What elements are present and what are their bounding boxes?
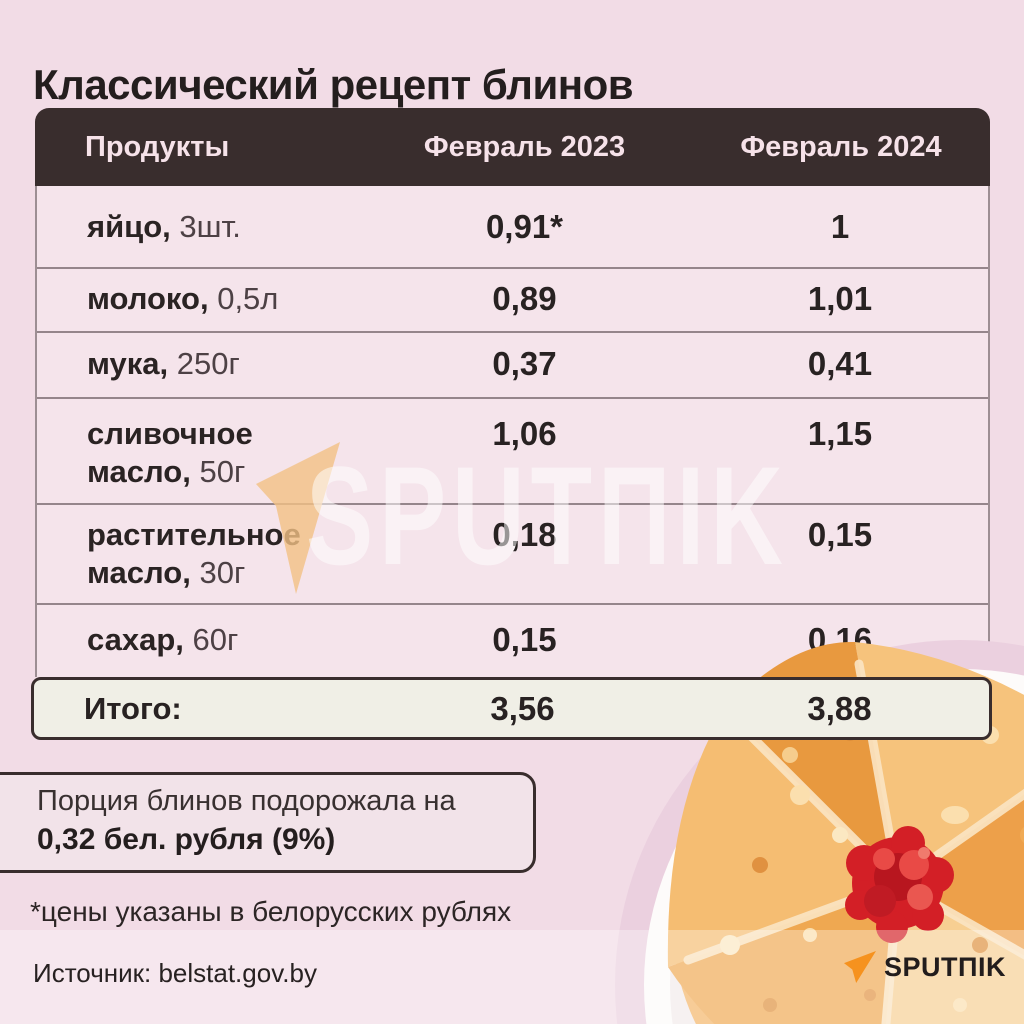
table-row-butter: сливочное масло, 50г 1,06 1,15 — [37, 397, 988, 503]
total-feb-2023: 3,56 — [490, 689, 555, 727]
price-feb-2023: 0,15 — [492, 621, 557, 658]
price-feb-2023: 0,18 — [492, 516, 557, 553]
product-name: яйцо, — [87, 209, 171, 244]
source-caption: Источник: belstat.gov.by — [33, 958, 317, 988]
product-qty: 250г — [176, 346, 240, 381]
sputnik-logo: SPUTΠIK — [843, 951, 1006, 983]
price-feb-2024: 0,41 — [807, 345, 873, 382]
table-row-vegetable-oil: растительное масло, 30г 0,18 0,15 — [37, 503, 988, 603]
total-label: Итого: — [84, 690, 182, 726]
note-line-1: Порция блинов подорожала на — [37, 785, 456, 817]
prices-footnote: *цены указаны в белорусских рублях — [30, 896, 512, 927]
product-qty: 3шт. — [179, 209, 241, 244]
table-row-egg: яйцо, 3шт. 0,91* 1 — [37, 186, 988, 267]
price-feb-2023: 1,06 — [492, 415, 557, 452]
product-name: сахар, — [87, 622, 184, 657]
price-feb-2024: 1 — [830, 208, 850, 245]
berry-illustration — [845, 826, 954, 943]
product-qty: 30г — [199, 555, 246, 590]
note-line-2: 0,32 бел. рубля (9%) — [37, 823, 336, 856]
product-name: сливочное масло, — [87, 416, 253, 489]
sputnik-arrow-icon — [844, 951, 876, 983]
price-feb-2023: 0,89 — [492, 280, 557, 317]
product-name: молоко, — [87, 281, 209, 316]
price-table-body: яйцо, 3шт. 0,91* 1 молоко, 0,5л 0,89 1,0… — [35, 186, 990, 677]
table-total-row: Итого: 3,56 3,88 — [31, 677, 992, 740]
page-title: Классический рецепт блинов — [33, 61, 634, 109]
table-header: Продукты Февраль 2023 Февраль 2024 — [35, 108, 990, 186]
price-feb-2024: 0,15 — [807, 516, 873, 553]
column-header-feb-2023: Февраль 2023 — [423, 130, 626, 163]
table-row-flour: мука, 250г 0,37 0,41 — [37, 331, 988, 397]
sputnik-logo-text: SPUTΠIK — [884, 951, 1007, 982]
price-feb-2024: 1,01 — [807, 280, 873, 317]
column-header-products: Продукты — [85, 130, 230, 163]
product-name: растительное масло, — [87, 517, 301, 590]
product-qty: 0,5л — [217, 281, 279, 316]
product-name: мука, — [87, 346, 169, 381]
product-qty: 50г — [199, 454, 246, 489]
summary-note-box: Порция блинов подорожала на 0,32 бел. ру… — [0, 772, 536, 873]
table-row-milk: молоко, 0,5л 0,89 1,01 — [37, 267, 988, 331]
price-feb-2023: 0,91* — [485, 208, 564, 245]
column-header-feb-2024: Февраль 2024 — [740, 130, 942, 163]
price-feb-2023: 0,37 — [492, 345, 557, 382]
footer-strip — [0, 930, 1024, 1024]
price-feb-2024: 1,15 — [807, 415, 873, 452]
total-feb-2024: 3,88 — [807, 689, 872, 727]
product-qty: 60г — [192, 622, 239, 657]
